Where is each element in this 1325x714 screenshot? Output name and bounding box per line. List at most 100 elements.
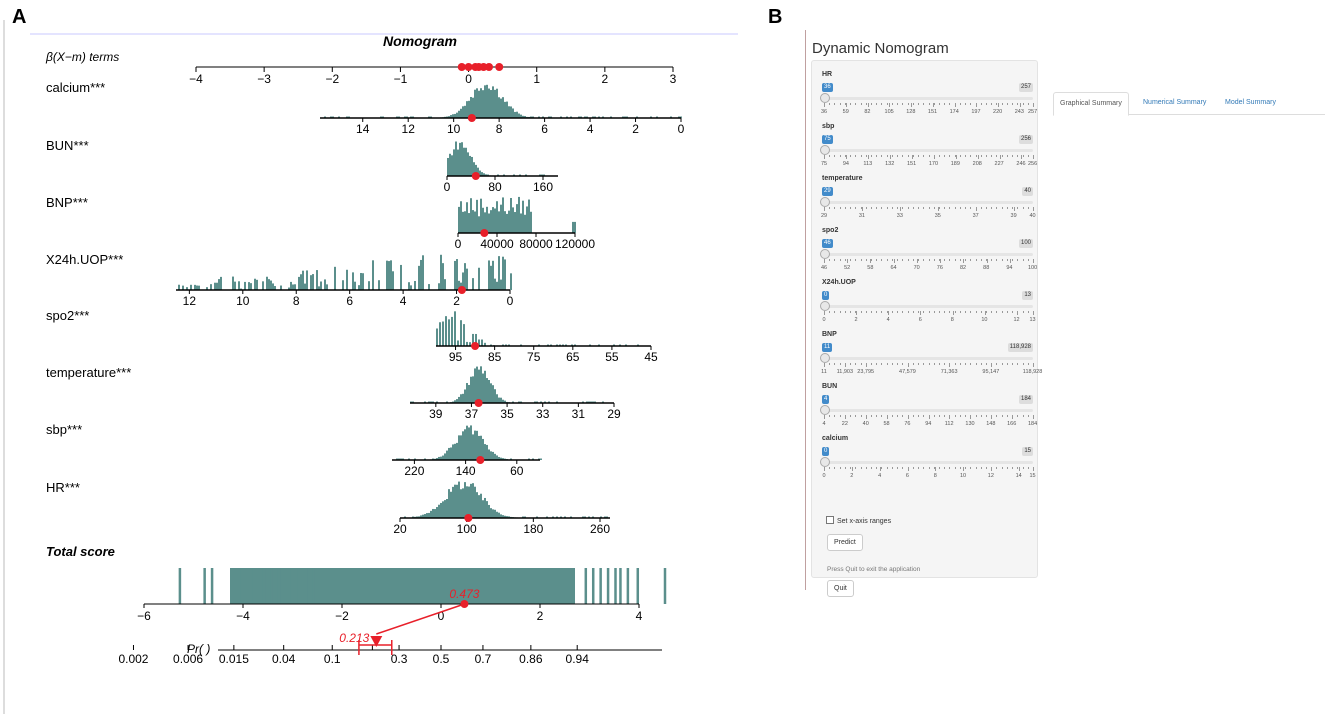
slider-tick — [932, 103, 934, 107]
histogram-bar — [488, 380, 490, 403]
histogram-bar — [500, 279, 502, 290]
histogram-bar — [476, 492, 478, 518]
slider-minor-tick — [985, 363, 987, 365]
slider-handle[interactable] — [820, 93, 830, 103]
slider-minor-tick — [949, 363, 951, 365]
slider-minor-tick — [907, 207, 909, 209]
slider-minor-tick — [991, 415, 993, 417]
panel-b-label: B — [768, 6, 783, 28]
histogram-bar — [436, 507, 438, 518]
slider-minor-tick — [839, 155, 841, 157]
slider-minor-tick — [933, 103, 935, 105]
x-axis-range-checkbox[interactable]: Set x-axis ranges — [826, 516, 891, 525]
slider-tick — [824, 311, 825, 315]
histogram-bar — [346, 269, 348, 290]
slider-track[interactable] — [824, 305, 1033, 308]
histogram-bar — [504, 515, 506, 518]
slider-minor-tick — [1012, 363, 1014, 365]
quit-button[interactable]: Quit — [827, 580, 854, 597]
slider-tick-label: 6 — [905, 473, 909, 479]
histogram-bar — [474, 211, 476, 233]
slider-handle[interactable] — [820, 405, 830, 415]
slider-minor-tick — [918, 155, 920, 157]
slider-track[interactable] — [824, 409, 1033, 412]
total-score-hist-bar — [297, 568, 300, 604]
variable-tick-label: 35 — [500, 407, 514, 421]
slider-tick — [867, 155, 869, 159]
slider-tick — [976, 207, 977, 211]
slider-handle[interactable] — [820, 145, 830, 155]
slider-temperature[interactable]: 29 31 33 35 37 39 40 temperature 29 40 — [820, 175, 1036, 225]
slider-handle[interactable] — [820, 353, 830, 363]
histogram-bar — [368, 281, 370, 290]
histogram-bar — [270, 280, 272, 290]
histogram-bar — [488, 88, 490, 118]
slider-ticks — [824, 207, 1034, 212]
slider-minor-tick — [975, 311, 977, 313]
histogram-bar — [462, 106, 464, 118]
slider-spo2[interactable]: 46 52 58 64 70 76 82 88 94 100 spo2 46 100 — [820, 227, 1037, 277]
slider-minor-tick — [933, 207, 935, 209]
histogram-bar — [502, 458, 504, 460]
slider-handle[interactable] — [820, 249, 830, 259]
slider-minor-tick — [944, 259, 946, 261]
histogram-bar — [482, 90, 484, 118]
slider-bun[interactable]: 4 22 40 58 76 94 112 130 148 166 184 BUN 4 184 — [820, 383, 1037, 433]
slider-minor-tick — [886, 155, 888, 157]
histogram-bar — [498, 512, 500, 518]
slider-minor-tick — [949, 311, 951, 313]
slider-minor-tick — [970, 103, 972, 105]
slider-minor-tick — [907, 467, 909, 469]
total-score-hist-bar — [599, 568, 602, 604]
slider-minor-tick — [975, 415, 977, 417]
slider-minor-tick — [865, 103, 867, 105]
slider-bnp[interactable]: 11 11,903 23,795 47,579 71,363 95,147 118,928 B… — [820, 331, 1042, 381]
histogram-bar — [492, 260, 494, 290]
histogram-bar — [418, 265, 420, 290]
histogram-bar — [454, 113, 456, 118]
variable-tick-label: 85 — [488, 350, 502, 364]
histogram-bar — [494, 278, 496, 290]
histogram-bar — [324, 279, 326, 290]
slider-minor-tick — [850, 363, 852, 365]
tab-graphical-summary[interactable]: Graphical Summary — [1053, 92, 1129, 116]
variable-tick-label: 80000 — [519, 237, 553, 251]
histogram-bar — [320, 281, 322, 290]
histogram-bar — [362, 273, 364, 290]
slider-tick-label: 88 — [983, 265, 990, 271]
slider-track[interactable] — [824, 149, 1033, 152]
slider-handle[interactable] — [820, 197, 830, 207]
slider-track[interactable] — [824, 461, 1033, 464]
tab-model-summary[interactable]: Model Summary — [1225, 99, 1276, 106]
slider-tick-label: 112 — [944, 421, 954, 427]
slider-tick — [1016, 311, 1018, 315]
slider-track[interactable] — [824, 253, 1033, 256]
histogram-bar — [459, 142, 461, 176]
slider-hr[interactable]: 36 59 82 105 128 151 174 197 220 243 257 HR 36 257 — [820, 71, 1037, 121]
slider-track[interactable] — [824, 357, 1033, 360]
histogram-bar — [476, 366, 478, 403]
slider-handle[interactable] — [820, 457, 830, 467]
slider-track[interactable] — [824, 201, 1033, 204]
slider-minor-tick — [938, 103, 940, 105]
slider-tick — [1033, 467, 1034, 471]
slider-tick — [984, 311, 986, 315]
slider-minor-tick — [991, 207, 993, 209]
slider-calcium[interactable]: 0 2 4 6 8 10 12 14 15 calcium 0 15 — [820, 435, 1036, 485]
slider-sbp[interactable]: 75 94 113 132 151 170 189 208 227 246 256 sbp 75 256 — [820, 123, 1037, 173]
slider-x24h-uop[interactable]: 0 2 4 6 8 10 12 13 X24h.UOP 0 13 — [820, 279, 1036, 329]
panel-a-label: A — [12, 6, 27, 28]
slider-minor-tick — [970, 415, 972, 417]
slider-handle[interactable] — [820, 301, 830, 311]
tab-numerical-summary[interactable]: Numerical Summary — [1143, 99, 1207, 106]
beta-tick-label: 1 — [533, 72, 540, 86]
histogram-bar — [496, 281, 498, 290]
slider-track[interactable] — [824, 97, 1033, 100]
predict-button[interactable]: Predict — [827, 534, 863, 551]
slider-tick-label: 11,903 — [836, 369, 854, 375]
slider-tick-label: 246 — [1016, 161, 1026, 167]
checkbox-box[interactable] — [826, 516, 834, 524]
slider-tick-label: 113 — [863, 161, 873, 167]
histogram-bar — [467, 152, 469, 176]
histogram-bar — [498, 211, 500, 233]
